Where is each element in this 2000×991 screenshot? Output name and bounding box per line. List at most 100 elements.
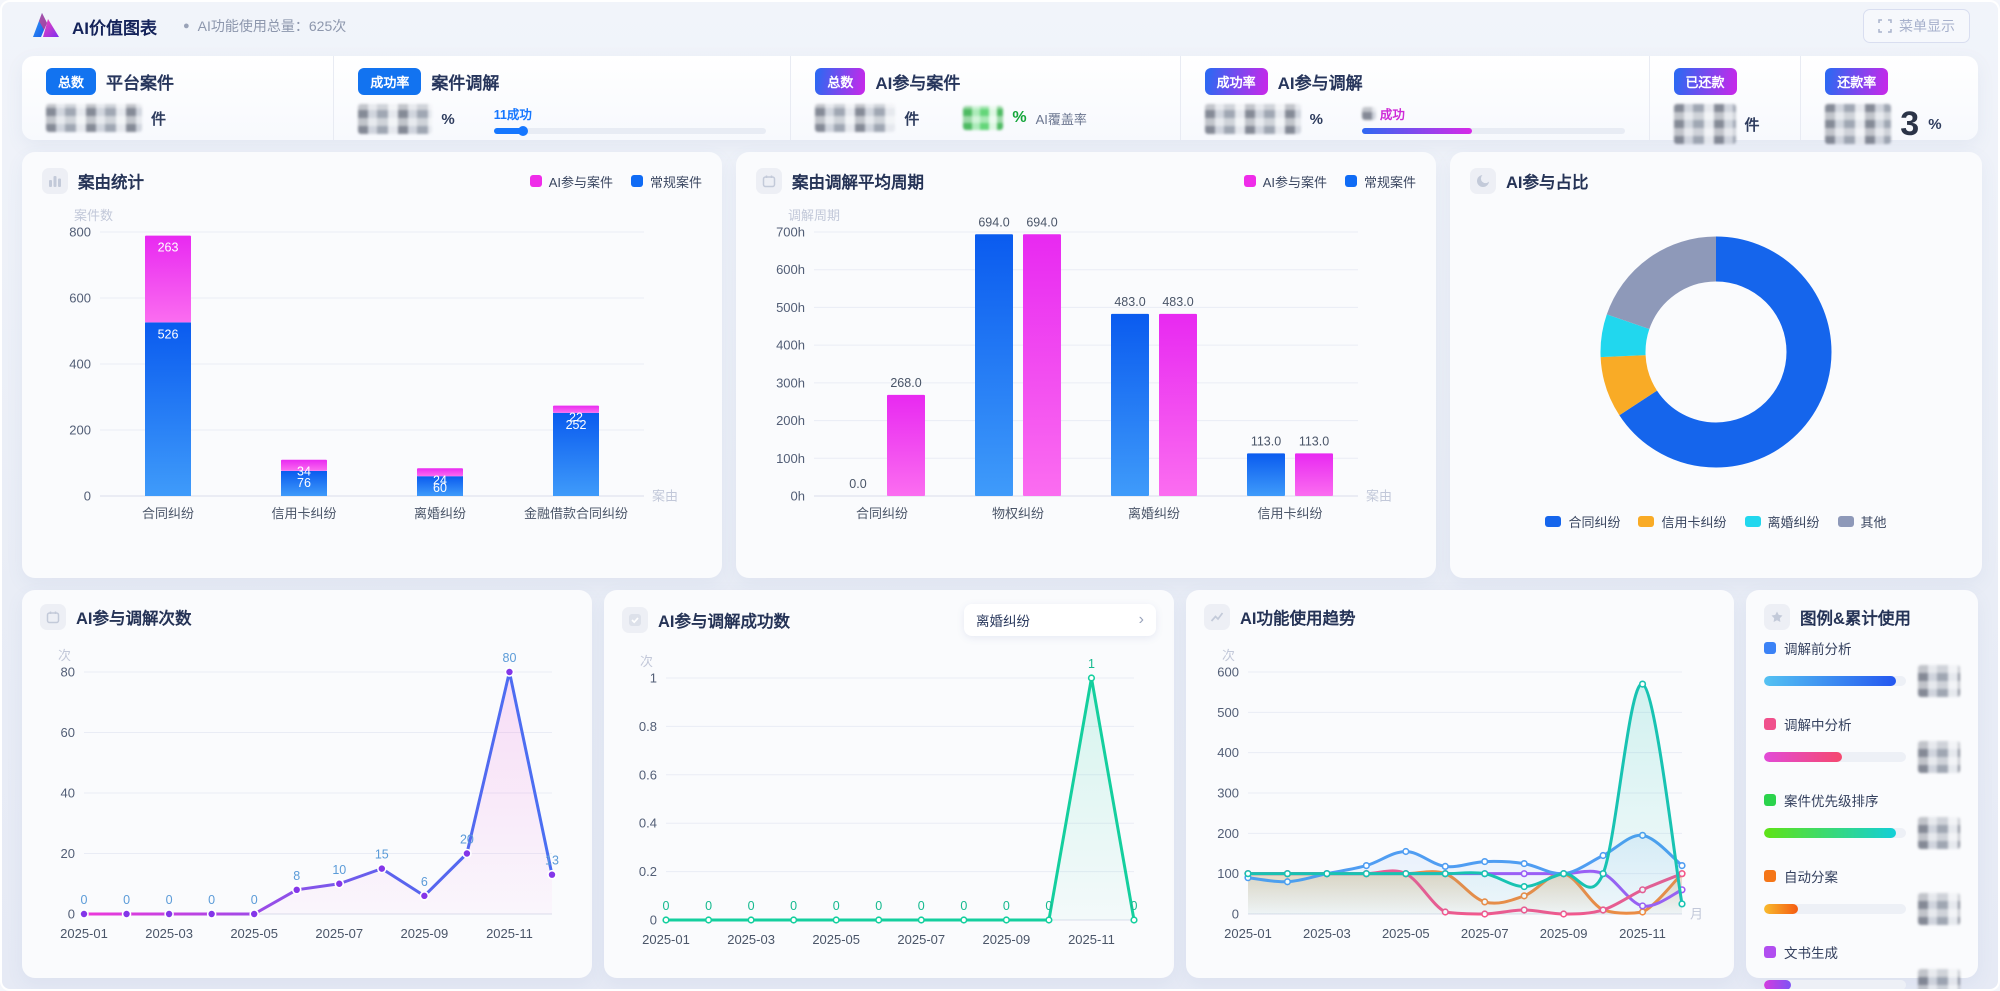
chart-title: AI功能使用趋势	[1240, 610, 1356, 628]
legend-swatch	[1837, 516, 1854, 527]
svg-text:2025-07: 2025-07	[315, 926, 363, 941]
svg-text:2025-11: 2025-11	[1619, 926, 1666, 941]
usage-bar-track	[1764, 676, 1906, 686]
usage-bar-track	[1764, 828, 1906, 838]
menu-display-button[interactable]: 菜单显示	[1863, 9, 1970, 43]
svg-text:1: 1	[650, 671, 657, 686]
svg-text:0.4: 0.4	[639, 816, 657, 831]
chart-title: 案由统计	[78, 174, 144, 192]
usage-legend-item[interactable]: 调解前分析	[1764, 638, 1960, 697]
repaid-badge: 已还款	[1673, 68, 1737, 95]
svg-text:案由: 案由	[652, 489, 678, 504]
svg-text:800: 800	[69, 225, 91, 240]
svg-text:0h: 0h	[791, 489, 805, 504]
svg-text:0.0: 0.0	[849, 477, 866, 491]
legend-item-regular-cases[interactable]: 常规案件	[630, 172, 702, 191]
chart-legend: AI参与案件 常规案件	[529, 172, 702, 191]
header: AI价值图表 ● AI功能使用总量：625次 菜单显示	[22, 2, 1978, 50]
app-logo-icon	[33, 13, 59, 37]
legend-item[interactable]: 离婚纠纷	[1744, 512, 1820, 531]
legend-item[interactable]: 合同纠纷	[1545, 512, 1620, 531]
svg-text:合同纠纷: 合同纠纷	[142, 506, 194, 521]
svg-text:0: 0	[918, 899, 925, 913]
svg-text:次: 次	[1222, 648, 1235, 663]
usage-legend-item[interactable]: 文书生成	[1764, 942, 1960, 989]
progress-fill	[493, 128, 524, 134]
legend-swatch	[1764, 642, 1776, 654]
svg-text:2025-09: 2025-09	[1540, 926, 1588, 941]
svg-text:40: 40	[61, 786, 75, 801]
svg-text:月: 月	[1690, 907, 1703, 922]
usage-bar-fill	[1764, 676, 1897, 686]
svg-text:2025-01: 2025-01	[642, 932, 690, 947]
svg-text:113.0: 113.0	[1251, 434, 1281, 448]
redacted-value	[1825, 104, 1892, 144]
legend-item-ai-cases[interactable]: AI参与案件	[1243, 172, 1327, 191]
svg-text:0: 0	[790, 899, 797, 913]
legend-item[interactable]: 信用卡纠纷	[1638, 512, 1727, 531]
legend-swatch	[1545, 516, 1562, 527]
success-rate-badge: 成功率	[358, 68, 422, 95]
svg-text:合同纠纷: 合同纠纷	[856, 506, 908, 521]
usage-legend-item[interactable]: 自动分案	[1764, 866, 1960, 925]
redacted-value	[1673, 104, 1736, 144]
redacted-count	[1918, 893, 1960, 925]
usage-bar-track	[1764, 904, 1906, 914]
svg-text:694.0: 694.0	[978, 215, 1009, 229]
panel-title: 图例&累计使用	[1800, 610, 1911, 628]
svg-text:600h: 600h	[776, 262, 805, 277]
svg-text:400: 400	[1217, 745, 1239, 760]
calendar-icon	[40, 604, 66, 630]
kpi-case-mediation: 成功率 案件调解 % 11成功	[333, 56, 790, 140]
card-mediation-cycle: 案由调解平均周期 AI参与案件 常规案件 0h 100h 200h 300h 400h 5…	[736, 152, 1436, 578]
svg-text:2025-01: 2025-01	[60, 926, 108, 941]
svg-text:0: 0	[650, 913, 657, 928]
svg-text:2025-03: 2025-03	[727, 932, 775, 947]
svg-text:200: 200	[1217, 826, 1239, 841]
usage-legend-item[interactable]: 案件优先级排序	[1764, 790, 1960, 849]
star-icon	[1764, 604, 1790, 630]
svg-text:268.0: 268.0	[890, 376, 921, 390]
success-rate-badge: 成功率	[1204, 68, 1268, 95]
usage-bar-track	[1764, 980, 1906, 989]
svg-text:物权纠纷: 物权纠纷	[992, 506, 1044, 521]
svg-text:76: 76	[297, 476, 311, 490]
svg-text:80: 80	[503, 651, 517, 665]
legend-item[interactable]: 其他	[1837, 512, 1887, 531]
kpi-ai-mediation: 成功率 AI参与调解 % 成功	[1179, 56, 1649, 140]
kpi-ai-cases: 总数 AI参与案件 件 % AI覆盖率	[790, 56, 1179, 140]
legend-swatch	[1344, 175, 1357, 187]
page-title: AI价值图表	[72, 18, 157, 38]
usage-bar-fill	[1764, 904, 1799, 914]
card-usage-legend: 图例&累计使用 调解前分析 调解中分析 案件优先级排序 自动分案	[1746, 590, 1978, 989]
svg-text:483.0: 483.0	[1114, 295, 1145, 309]
kpi-repayment-rate: 还款率 3 %	[1800, 56, 1978, 144]
svg-text:13: 13	[545, 854, 559, 868]
svg-text:6: 6	[421, 875, 428, 889]
legend-swatch	[1744, 516, 1761, 527]
legend-item-regular-cases[interactable]: 常规案件	[1344, 172, 1416, 191]
svg-text:263: 263	[158, 241, 179, 255]
kpi-repaid: 已还款 件	[1648, 56, 1801, 144]
svg-text:次: 次	[640, 654, 653, 669]
svg-text:0.8: 0.8	[639, 719, 657, 734]
svg-text:0: 0	[166, 893, 173, 907]
trend-icon	[1204, 604, 1230, 630]
usage-legend-item[interactable]: 调解中分析	[1764, 714, 1960, 773]
svg-text:34: 34	[297, 465, 311, 479]
svg-text:0: 0	[1003, 899, 1010, 913]
legend-swatch	[1764, 718, 1776, 730]
redacted-value	[1204, 104, 1301, 134]
svg-text:22: 22	[569, 411, 583, 425]
svg-text:24: 24	[433, 473, 447, 487]
kpi-platform-cases: 总数 平台案件 件	[22, 56, 333, 140]
card-ai-share: AI参与占比 合同纠纷 信用卡纠纷 离婚纠纷 其他	[1450, 152, 1982, 578]
svg-text:0: 0	[875, 899, 882, 913]
case-type-dropdown[interactable]: 离婚纠纷 ›	[964, 604, 1156, 636]
svg-text:信用卡纠纷: 信用卡纠纷	[271, 506, 336, 521]
redacted-value	[358, 104, 433, 134]
legend-item-ai-cases[interactable]: AI参与案件	[529, 172, 613, 191]
redacted-coverage-value	[963, 106, 1004, 130]
card-ai-mediation-count: AI参与调解次数 0 20 40 60 80 次 0 0 0 0 0 8 10 15 6 20 80 13 2025…	[22, 590, 592, 978]
